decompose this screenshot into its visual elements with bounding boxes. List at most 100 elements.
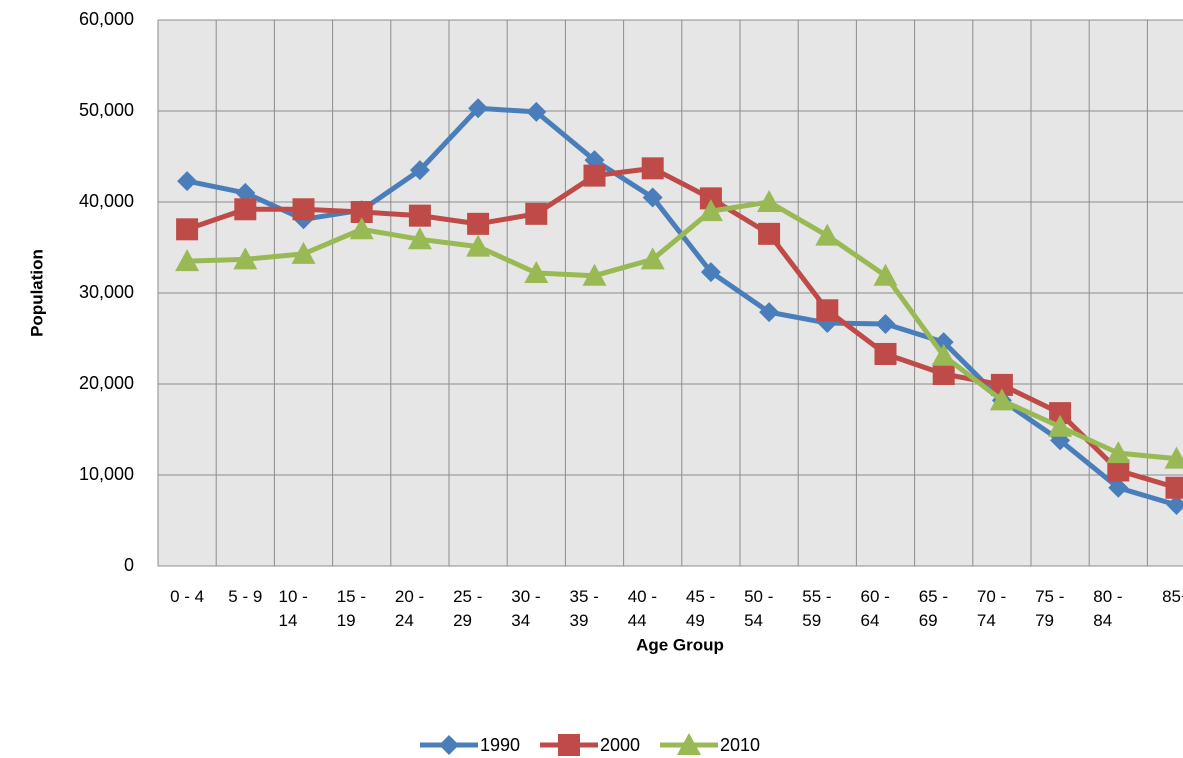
marker: [815, 223, 840, 246]
series: [176, 157, 1183, 499]
marker: [931, 343, 956, 366]
legend-item: 2000: [540, 734, 640, 756]
y-tick-label: 50,000: [79, 100, 134, 120]
y-tick-label: 10,000: [79, 464, 134, 484]
marker: [349, 217, 374, 240]
marker: [176, 218, 199, 241]
legend-label: 1990: [480, 735, 520, 755]
marker: [235, 182, 256, 203]
marker: [408, 204, 431, 227]
marker: [873, 263, 898, 286]
x-tick-label: 40 - 44: [624, 585, 682, 633]
x-axis-title: Age Group: [636, 635, 724, 654]
x-tick-label: 65 - 69: [915, 585, 973, 633]
legend-item: 2010: [660, 733, 760, 755]
x-tick-text: 30 - 34: [511, 587, 541, 630]
x-tick-label: 5 - 9: [216, 585, 274, 609]
x-tick-text: 60 - 64: [860, 587, 890, 630]
x-tick-text: 40 - 44: [627, 587, 657, 630]
legend-label: 2010: [720, 735, 760, 755]
marker: [677, 733, 701, 755]
x-tick-text: 15 - 19: [336, 587, 366, 630]
marker: [759, 302, 780, 323]
x-tick-text: 0 - 4: [170, 587, 205, 606]
marker: [292, 198, 315, 221]
series-line: [187, 199, 1177, 462]
x-tick-label: 45 - 49: [682, 585, 740, 633]
y-tick-label: 20,000: [79, 373, 134, 393]
marker: [990, 373, 1013, 396]
x-tick-label: 10 - 14: [275, 585, 333, 633]
x-tick-text: 45 - 49: [685, 587, 716, 630]
x-tick-label: 0 - 4: [158, 585, 216, 609]
y-tick-label: 30,000: [79, 282, 134, 302]
marker: [291, 241, 316, 264]
marker: [582, 263, 607, 286]
y-tick-label: 60,000: [79, 9, 134, 29]
marker: [699, 187, 722, 210]
series: [175, 190, 1183, 469]
x-tick-text: 55 - 59: [802, 587, 832, 630]
marker: [558, 734, 580, 756]
x-tick-text: 75 - 79: [1035, 587, 1065, 630]
x-tick-text: 25 - 29: [453, 587, 483, 630]
marker: [1048, 414, 1073, 437]
marker: [640, 247, 665, 270]
legend-label: 2000: [600, 735, 640, 755]
marker: [758, 222, 781, 245]
x-tick-text: 50 - 54: [744, 587, 774, 630]
x-tick-text: 10 - 14: [278, 587, 308, 630]
marker: [875, 313, 896, 334]
x-tick-label: 50 - 54: [740, 585, 798, 633]
x-tick-label: 55 - 59: [798, 585, 856, 633]
x-tick-label: 35 - 39: [566, 585, 624, 633]
marker: [641, 157, 664, 180]
marker: [989, 388, 1014, 411]
marker: [1049, 402, 1072, 425]
marker: [175, 249, 200, 272]
x-tick-text: 5 - 9: [228, 587, 263, 606]
x-tick-label: 75 - 79: [1031, 585, 1089, 633]
x-tick-label: 15 - 19: [333, 585, 391, 633]
x-tick-text: 70 - 74: [976, 587, 1007, 630]
marker: [1164, 446, 1183, 469]
marker: [468, 98, 489, 119]
x-tick-text: 35 - 39: [569, 587, 599, 630]
marker: [642, 187, 663, 208]
legend-item: 1990: [420, 735, 520, 755]
y-axis-title: Population: [27, 249, 46, 337]
marker: [233, 247, 258, 270]
x-tick-label: 20 - 24: [391, 585, 449, 633]
marker: [1106, 441, 1131, 464]
marker: [816, 299, 839, 322]
marker: [407, 227, 432, 250]
marker: [466, 234, 491, 257]
x-tick-label: 60 - 64: [857, 585, 915, 633]
marker: [409, 160, 430, 181]
marker: [1165, 476, 1183, 499]
marker: [1107, 459, 1130, 482]
marker: [874, 342, 897, 365]
x-tick-text: 65 - 69: [918, 587, 948, 630]
y-tick-label: 0: [124, 555, 134, 575]
marker: [525, 202, 548, 225]
marker: [698, 199, 723, 222]
marker: [439, 735, 459, 755]
x-tick-label: 25 - 29: [449, 585, 507, 633]
marker: [526, 101, 547, 122]
marker: [350, 201, 373, 224]
marker: [177, 171, 198, 192]
marker: [757, 190, 782, 212]
marker: [1166, 495, 1183, 516]
marker: [583, 164, 606, 187]
x-tick-label: 70 - 74: [973, 585, 1031, 633]
marker: [700, 262, 721, 283]
x-tick-label: 80 - 84: [1089, 585, 1147, 633]
x-tick-text: 20 - 24: [394, 587, 425, 630]
x-tick-label: 30 - 34: [507, 585, 565, 633]
marker: [234, 198, 257, 221]
marker: [524, 260, 549, 283]
marker: [467, 212, 490, 235]
